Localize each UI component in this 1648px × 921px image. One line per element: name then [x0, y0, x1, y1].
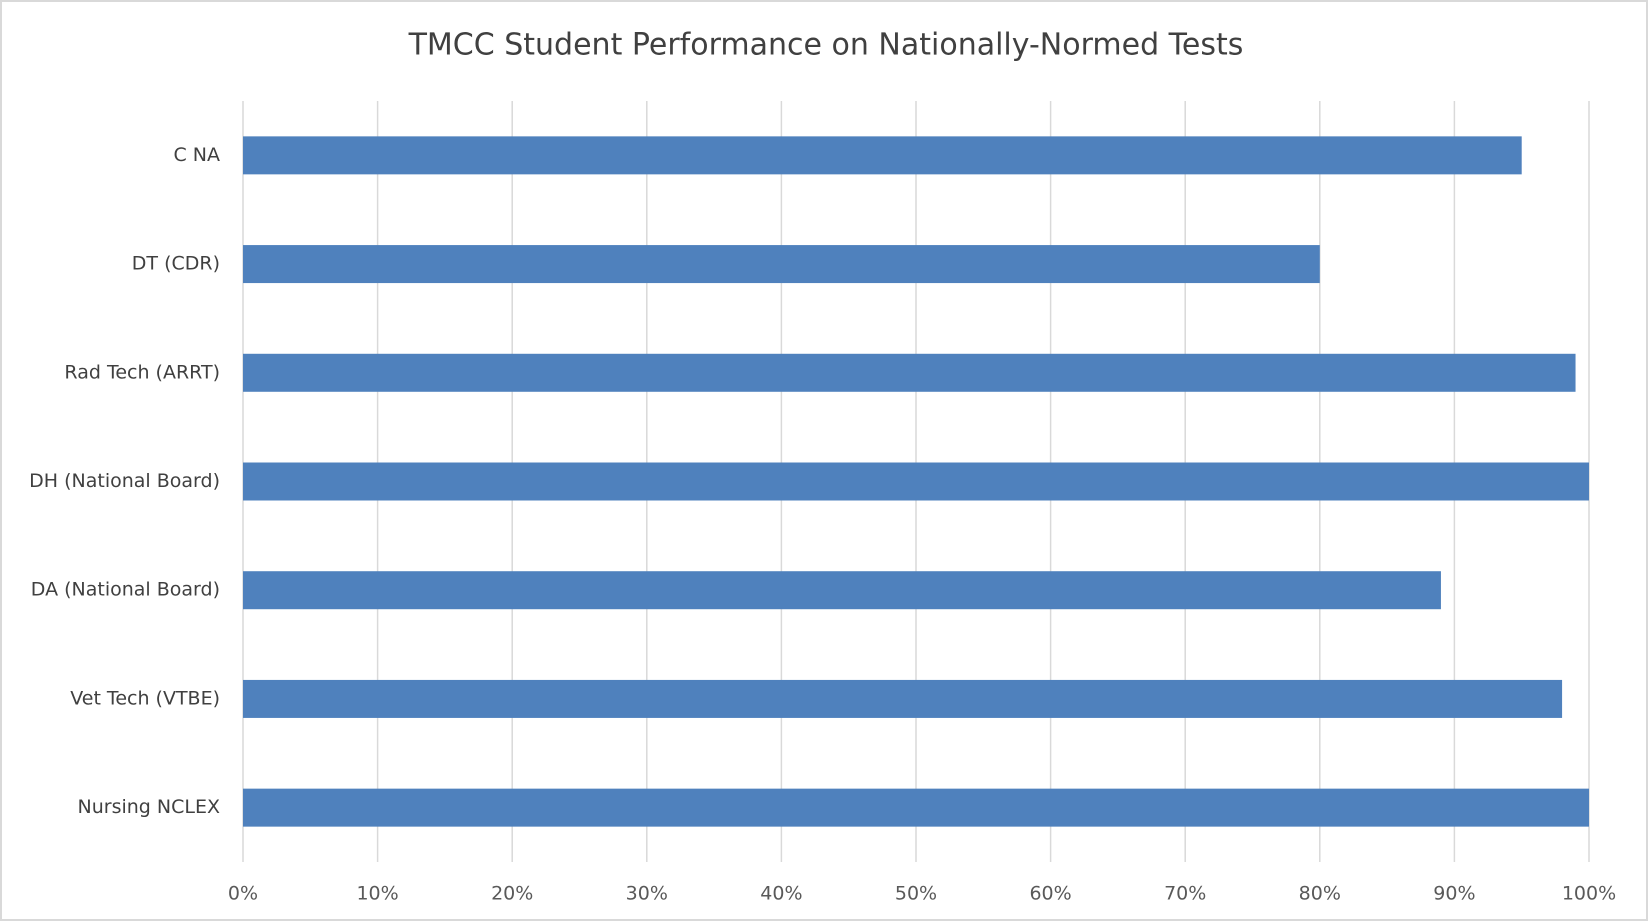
y-tick-label: DT (CDR)	[132, 253, 220, 275]
y-tick-label: Vet Tech (VTBE)	[70, 687, 220, 709]
x-tick-label: 100%	[1562, 883, 1616, 905]
bar	[243, 245, 1320, 284]
x-tick-label: 30%	[626, 883, 668, 905]
x-tick-label: 10%	[356, 883, 398, 905]
bar	[243, 353, 1576, 392]
bar	[243, 136, 1522, 175]
y-tick-label: DH (National Board)	[29, 470, 220, 492]
y-tick-label: Rad Tech (ARRT)	[64, 361, 220, 383]
x-tick-label: 80%	[1299, 883, 1341, 905]
bar	[243, 679, 1563, 718]
bar	[243, 788, 1589, 827]
x-tick-label: 90%	[1433, 883, 1475, 905]
chart-title: TMCC Student Performance on Nationally-N…	[408, 28, 1244, 63]
x-tick-label: 60%	[1029, 883, 1071, 905]
x-tick-label: 50%	[895, 883, 937, 905]
y-tick-label: C NA	[173, 144, 220, 166]
x-tick-label: 20%	[491, 883, 533, 905]
x-tick-label: 70%	[1164, 883, 1206, 905]
x-tick-label: 40%	[760, 883, 802, 905]
bar	[243, 462, 1589, 501]
x-tick-label: 0%	[228, 883, 258, 905]
y-tick-label: DA (National Board)	[31, 579, 220, 601]
y-tick-label: Nursing NCLEX	[78, 796, 220, 818]
bar	[243, 571, 1441, 610]
